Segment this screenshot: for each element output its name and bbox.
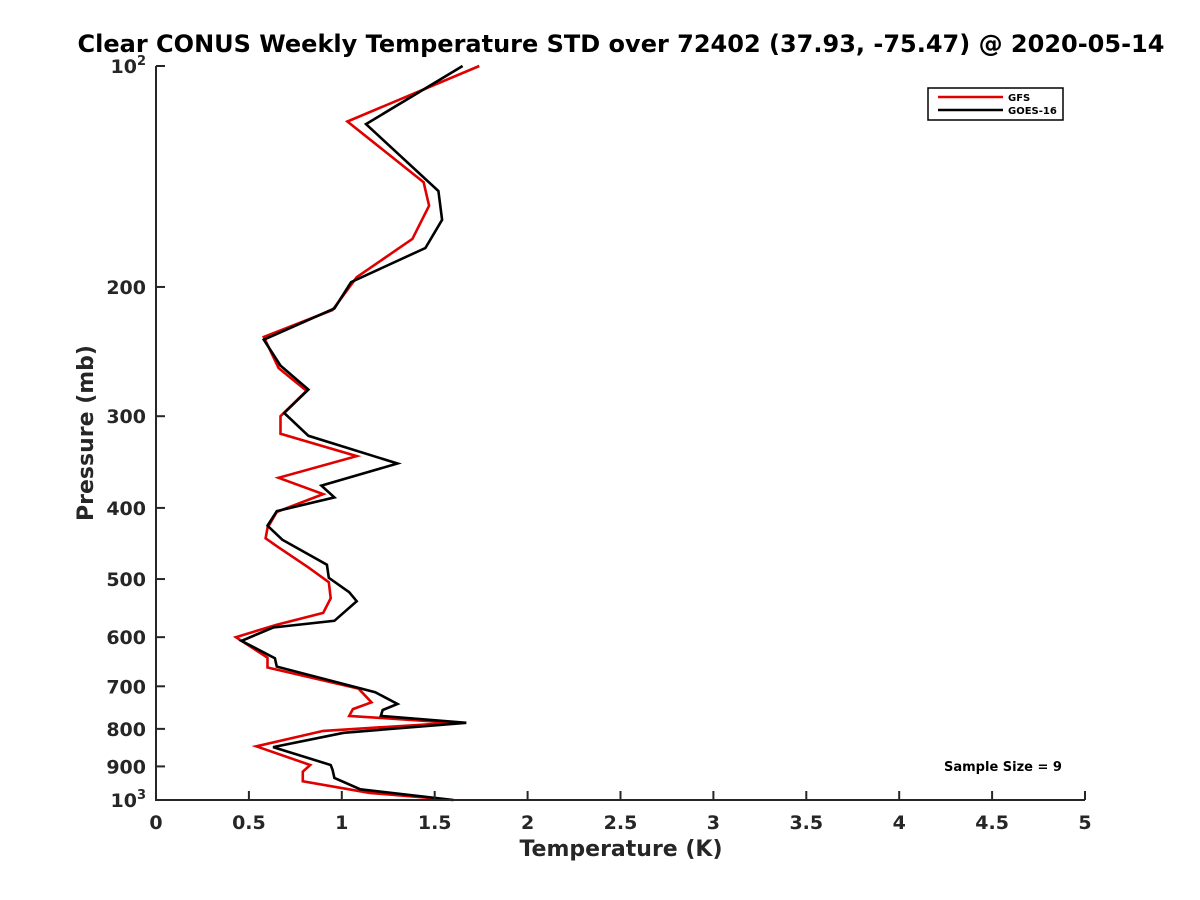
x-tick-label: 5 [1078,812,1091,834]
y-axis-label: Pressure (mb) [74,345,99,521]
series-layer [232,64,480,802]
x-axis-label: Temperature (K) [519,837,722,862]
x-tick-label: 0 [149,812,162,834]
x-tick-label: 4.5 [975,812,1009,834]
x-tick-label: 2.5 [604,812,638,834]
x-tick-label: 3.5 [789,812,823,834]
legend-box [927,87,1064,121]
x-tick-label: 3 [707,812,720,834]
y-tick-label: 200 [106,277,146,299]
y-tick-label: 500 [106,569,146,591]
series-line-goes-16 [238,64,467,802]
y-tick-label: 300 [106,406,146,428]
x-tick-label: 1 [335,812,348,834]
legend: GFS GOES-16 [927,87,1064,121]
y-tick-label: 900 [106,756,146,778]
x-tick-label: 4 [893,812,906,834]
x-tick-label: 2 [521,812,534,834]
legend-label-goes-16: GOES-16 [1008,106,1057,117]
legend-label-gfs: GFS [1008,93,1030,104]
axes-layer [155,66,1085,801]
x-tick-label: 0.5 [232,812,266,834]
y-tick-label: 600 [106,627,146,649]
sample-size-annotation: Sample Size = 9 [944,760,1062,775]
series-line-gfs [232,64,480,802]
x-tick-label: 1.5 [418,812,452,834]
y-tick-label: 103 [111,788,147,812]
y-tick-label: 102 [111,54,147,78]
y-tick-label: 700 [106,676,146,698]
chart-title: Clear CONUS Weekly Temperature STD over … [77,30,1165,58]
y-tick-label: 800 [106,719,146,741]
y-tick-label: 400 [106,498,146,520]
ticks-layer: 0 0.5 1 1.5 2 2.5 3 3.5 4 4.5 5 102 200 300 400 500 600 7… [106,54,1091,834]
